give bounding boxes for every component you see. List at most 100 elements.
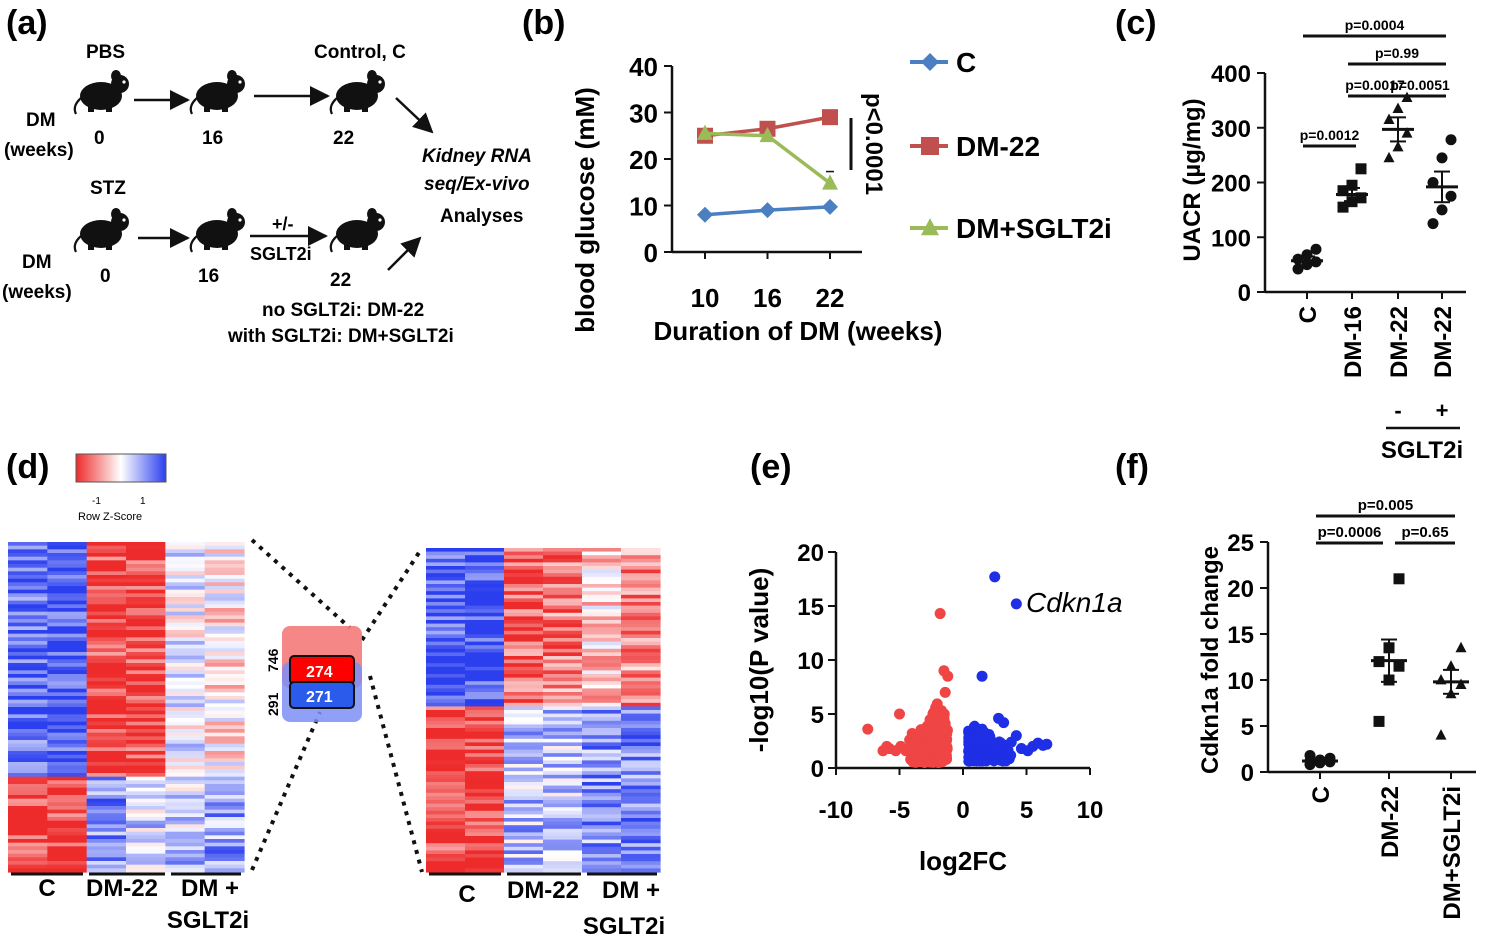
heatmap-cell [582,692,622,697]
data-point [1392,140,1404,152]
heatmap-cell [465,796,505,801]
heatmap-cell [204,663,245,668]
heatmap-cell [126,765,166,770]
heatmap-cell [126,659,166,664]
heatmap-cell [582,796,622,801]
heatmap-cell [86,740,127,745]
heatmap-cell [582,609,622,614]
x-axis-label: Duration of DM (weeks) [654,316,943,346]
heatmap-cell [204,740,245,745]
heatmap-cell [126,685,166,690]
heatmap-cell [621,778,661,783]
heatmap-cell [504,706,544,711]
heatmap-cell [165,798,206,803]
heatmap-cell [543,767,583,772]
legend-marker-C [921,53,939,71]
heatmap-cell [621,591,661,596]
heatmap-cell [426,724,466,729]
heatmap-cell [426,836,466,841]
heatmap-cell [465,551,505,556]
heatmap-cell [126,732,166,737]
heatmap-cell [504,778,544,783]
heatmap-cell [47,575,88,580]
heatmap-cell [86,813,127,818]
heatmap-cell [543,645,583,650]
heatmap-cell [165,751,206,756]
heatmap-cell [86,846,127,851]
heatmap-cell [47,619,88,624]
heatmap-cell [465,731,505,736]
heatmap-cell [582,774,622,779]
overlap-blue [289,681,355,709]
heatmap-cell [582,677,622,682]
heatmap-cell [47,699,88,704]
panel-label-c: (c) [1115,4,1157,42]
heatmap-cell [465,623,505,628]
heatmap-cell [86,604,127,609]
heatmap-cell [86,824,127,829]
heatmap-cell [204,685,245,690]
heatmap-cell [426,573,466,578]
heatmap-cell [465,803,505,808]
heatmap-cell [426,710,466,715]
x-tick-label: 0 [956,797,969,824]
heatmap-cell [47,864,88,869]
heatmap-cell [621,854,661,859]
heatmap-cell [543,832,583,837]
heatmap-cell [621,796,661,801]
heatmap-cell [426,828,466,833]
data-point-down [942,670,954,682]
heatmap-cell [204,619,245,624]
time-22: 22 [333,128,354,149]
heatmap-cell [165,824,206,829]
heatmap-cell [204,802,245,807]
column-label-sglt2i: SGLT2i [583,913,665,940]
heatmap-cell [165,615,206,620]
heatmap-cell [126,740,166,745]
heatmap-cell [504,569,544,574]
heatmap-cell [86,615,127,620]
heatmap-cell [126,641,166,646]
heatmap-cell [165,677,206,682]
heatmap-cell [582,825,622,830]
heatmap-cell [8,663,48,668]
heatmap-cell [582,616,622,621]
heatmap-cell [465,846,505,851]
heatmap-cell [621,623,661,628]
heatmap-cell [426,742,466,747]
heatmap-cell [126,597,166,602]
heatmap-cell [204,659,245,664]
heatmap-cell [426,594,466,599]
heatmap-cell [426,825,466,830]
heatmap-cell [47,795,88,800]
heatmap-cell [126,542,166,547]
mouse-icon [73,206,131,254]
heatmap-cell [504,735,544,740]
heatmap-cell [8,655,48,660]
heatmap-cell [543,756,583,761]
heatmap-cell [204,736,245,741]
heatmap-cell [86,835,127,840]
heatmap-cell [426,569,466,574]
heatmap-cell [126,630,166,635]
heatmap-cell [543,818,583,823]
heatmap-cell [165,611,206,616]
heatmap-cell [8,725,48,730]
data-point [1436,152,1448,164]
heatmap-cell [8,659,48,664]
heatmap-cell [47,553,88,558]
p-value-annotation: p<0.0001 [860,93,887,195]
heatmap-cell [165,857,206,862]
heatmap-cell [621,674,661,679]
heatmap-cell [165,784,206,789]
heatmap-cell [204,626,245,631]
heatmap-cell [204,765,245,770]
heatmap-cell [504,764,544,769]
heatmap-cell [465,742,505,747]
heatmap-cell [621,663,661,668]
heatmap-cell [426,616,466,621]
heatmap-cell [126,747,166,752]
y-tick-label: 200 [1211,171,1251,198]
heatmap-cell [126,820,166,825]
heatmap-cell [8,842,48,847]
